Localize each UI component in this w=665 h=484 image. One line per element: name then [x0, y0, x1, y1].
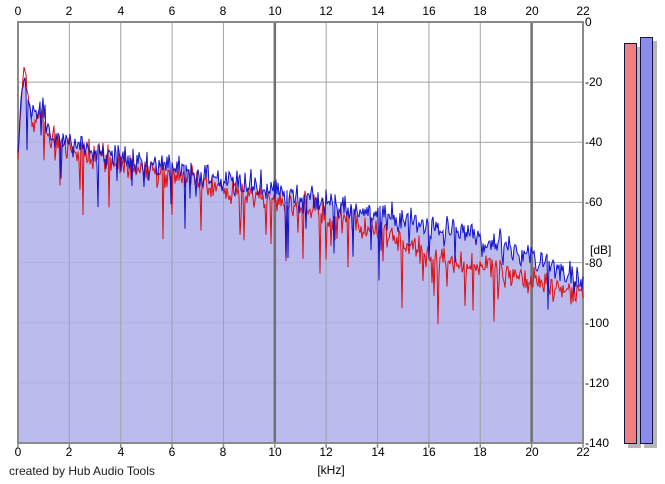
y-tick-label: -120 — [585, 376, 610, 390]
x-tick-label-top: 20 — [525, 4, 539, 18]
x-tick-label-top: 2 — [65, 4, 73, 18]
y-tick-label: -140 — [585, 436, 610, 450]
x-tick-label-bottom: 16 — [422, 445, 436, 459]
y-tick-label: -80 — [585, 256, 603, 270]
x-tick-label-bottom: 0 — [14, 445, 22, 459]
y-tick-label: -40 — [585, 135, 603, 149]
x-tick-label-top: 22 — [576, 4, 590, 18]
trace-spectrum-right — [17, 77, 584, 310]
spectrum-area-fill — [18, 77, 583, 443]
x-tick-label-bottom: 18 — [473, 445, 487, 459]
x-tick-label-top: 6 — [168, 4, 176, 18]
y-axis-unit-label: [dB] — [590, 243, 612, 257]
y-tick-label: 0 — [585, 15, 592, 29]
x-axis-unit-label: [kHz] — [317, 463, 345, 477]
x-tick-label-top: 18 — [473, 4, 487, 18]
x-tick-label-bottom: 8 — [219, 445, 227, 459]
x-tick-label-top: 8 — [219, 4, 227, 18]
x-tick-label-bottom: 14 — [371, 445, 385, 459]
meter-right-bar — [640, 37, 653, 444]
y-tick-label: -20 — [585, 75, 603, 89]
x-tick-label-bottom: 12 — [319, 445, 333, 459]
x-tick-label-bottom: 20 — [525, 445, 539, 459]
x-tick-label-top: 16 — [422, 4, 436, 18]
plot-frame — [17, 21, 584, 444]
x-tick-label-top: 12 — [319, 4, 333, 18]
x-tick-label-top: 4 — [117, 4, 125, 18]
x-tick-label-bottom: 4 — [117, 445, 125, 459]
credit-text: created by Hub Audio Tools — [9, 464, 155, 478]
x-tick-label-top: 14 — [371, 4, 385, 18]
x-tick-label-bottom: 22 — [576, 445, 590, 459]
y-tick-label: -100 — [585, 316, 610, 330]
x-tick-label-bottom: 2 — [65, 445, 73, 459]
meter-left-bar — [624, 43, 637, 444]
y-tick-label: -60 — [585, 195, 603, 209]
x-tick-label-bottom: 10 — [268, 445, 282, 459]
x-tick-label-bottom: 6 — [168, 445, 176, 459]
x-tick-label-top: 0 — [14, 4, 22, 18]
x-tick-label-top: 10 — [268, 4, 282, 18]
